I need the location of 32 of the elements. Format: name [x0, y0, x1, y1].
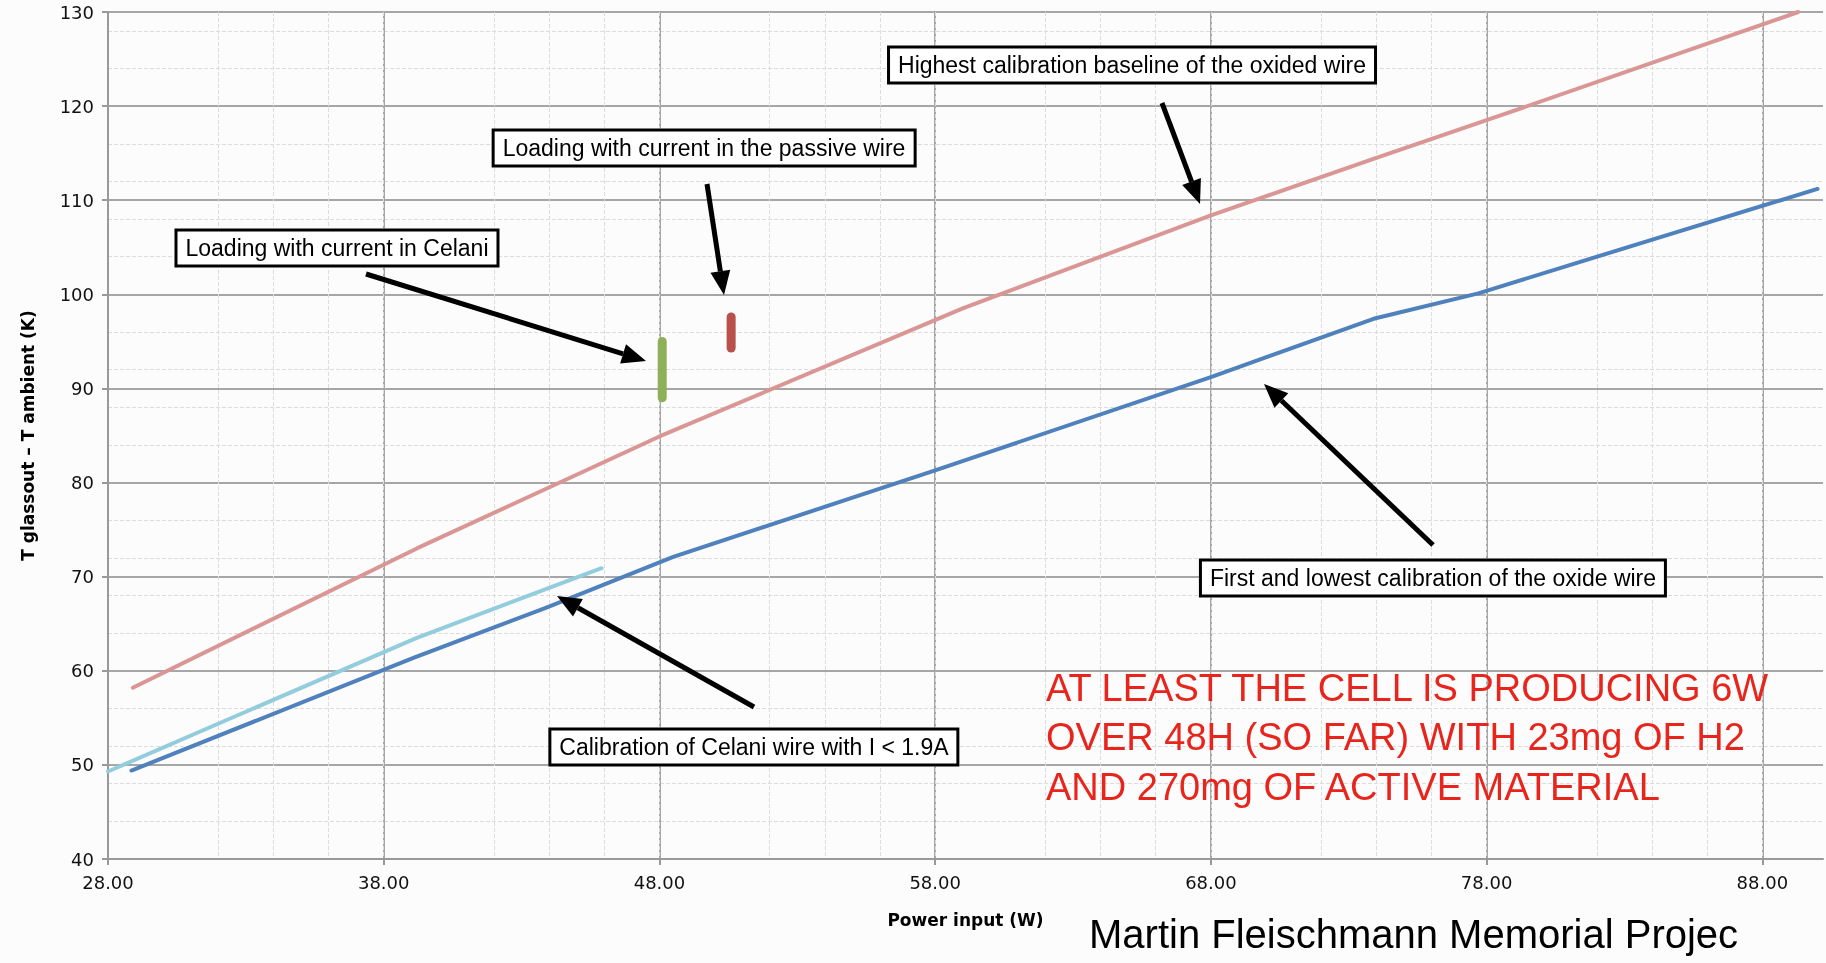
x-tick-label: 58.00 [909, 871, 961, 893]
x-tick-label: 88.00 [1736, 871, 1789, 893]
x-tick-label: 78.00 [1460, 871, 1513, 893]
callout-box: Loading with current in Celani [174, 228, 500, 268]
y-tick-label: 100 [59, 283, 94, 305]
y-tick-label: 80 [71, 472, 94, 494]
y-tick-label: 130 [59, 1, 94, 23]
x-tick-label: 68.00 [1185, 871, 1237, 893]
y-tick-label: 50 [71, 754, 94, 776]
callout-box: Highest calibration baseline of the oxided wire [887, 45, 1377, 85]
y-tick-label: 120 [59, 95, 94, 117]
y-axis-title: T glassout – T ambient (K) [17, 310, 38, 561]
line-series [129, 186, 1820, 773]
text: Martin Fleischmann Memorial Projec [1089, 911, 1739, 958]
x-tick-label: 38.00 [357, 871, 410, 893]
annotation: Highest calibration baseline of the oxided wire [898, 51, 1366, 78]
y-tick-label: 90 [71, 377, 94, 399]
callout-box: First and lowest calibration of the oxide wire [1198, 558, 1668, 598]
annotation: First and lowest calibration of the oxide wire [1209, 564, 1657, 591]
annotation: Loading with current in Celani [185, 234, 489, 261]
x-tick-label: 48.00 [633, 871, 686, 893]
y-tick-label: 60 [71, 660, 94, 682]
x-tick-label: 28.00 [82, 871, 134, 893]
y-tick-label: 110 [59, 189, 94, 211]
callout-box: Loading with current in the passive wire [491, 128, 917, 168]
annotation: Calibration of Celani wire with I < 1.9A [559, 733, 949, 760]
callout-box: Calibration of Celani wire with I < 1.9A [548, 727, 960, 767]
y-tick-label: 40 [71, 848, 94, 870]
x-axis-title: Power input (W) [887, 909, 1044, 930]
annotation: AT LEAST THE CELL IS PRODUCING 6W OVER 48H (SO FAR) WITH 23mg OF H2 AND 270mg OF ACTIVE MATERIAL [1046, 666, 1769, 810]
y-tick-label: 70 [71, 566, 94, 588]
annotation: Loading with current in the passive wire [502, 134, 906, 161]
